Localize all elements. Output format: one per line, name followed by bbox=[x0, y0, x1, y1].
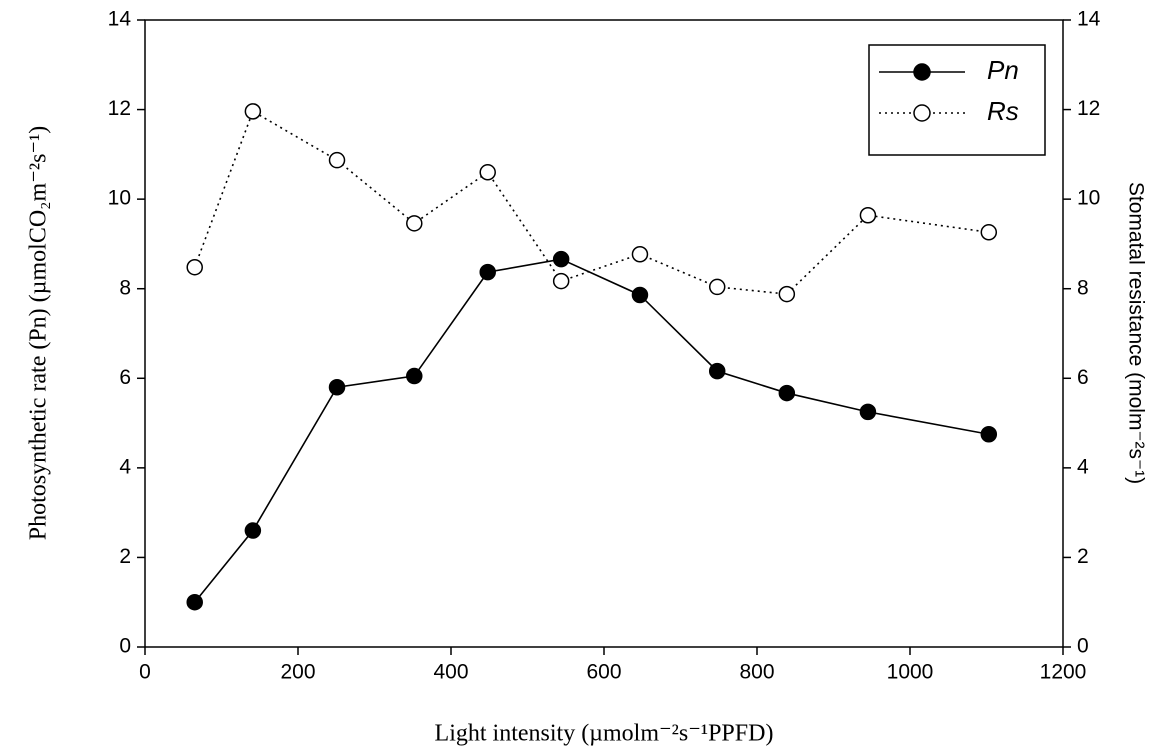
y2-axis-label: Stomatal resistance (molm⁻²s⁻¹) bbox=[1124, 182, 1147, 484]
y2-tick-label: 2 bbox=[1077, 545, 1089, 568]
legend-marker bbox=[913, 104, 931, 122]
data-point bbox=[186, 258, 203, 276]
data-point bbox=[980, 426, 998, 443]
legend-marker bbox=[913, 63, 931, 81]
x-tick-label: 800 bbox=[739, 661, 774, 684]
series-line bbox=[193, 110, 989, 295]
y-axis-label: Photosynthetic rate (Pn) (µmolCO₂m⁻²s⁻¹) bbox=[26, 126, 52, 541]
data-point bbox=[980, 224, 998, 241]
y-tick-label: 14 bbox=[108, 8, 132, 31]
legend-label: Rs bbox=[987, 96, 1019, 126]
y2-tick-label: 12 bbox=[1077, 97, 1100, 120]
x-tick-label: 400 bbox=[433, 661, 468, 684]
data-point bbox=[859, 403, 877, 421]
data-point bbox=[708, 278, 726, 296]
data-point bbox=[406, 367, 423, 385]
y2-tick-label: 10 bbox=[1077, 187, 1100, 210]
y-tick-label: 0 bbox=[119, 635, 131, 658]
x-tick-label: 200 bbox=[280, 661, 315, 684]
y-tick-label: 12 bbox=[108, 97, 131, 120]
data-point bbox=[186, 593, 203, 611]
y-tick-label: 8 bbox=[119, 276, 131, 299]
y2-tick-label: 8 bbox=[1077, 276, 1089, 299]
data-point bbox=[708, 362, 726, 380]
y-tick-label: 6 bbox=[119, 366, 131, 389]
y-tick-label: 4 bbox=[119, 455, 131, 478]
x-tick-label: 0 bbox=[139, 661, 151, 684]
y2-tick-label: 4 bbox=[1077, 455, 1089, 478]
data-point bbox=[859, 207, 877, 224]
data-point bbox=[552, 250, 570, 268]
x-tick-label: 1200 bbox=[1040, 661, 1087, 684]
y-tick-label: 10 bbox=[108, 187, 131, 210]
data-point bbox=[778, 384, 796, 402]
data-point bbox=[631, 286, 649, 304]
data-point bbox=[479, 164, 496, 181]
series-line bbox=[194, 258, 989, 603]
y-tick-label: 2 bbox=[119, 545, 131, 568]
data-point bbox=[244, 103, 262, 120]
legend-box bbox=[868, 44, 1046, 156]
x-axis-label: Light intensity (µmolm⁻²s⁻¹PPFD) bbox=[435, 721, 774, 747]
legend-label: Pn bbox=[987, 55, 1019, 85]
y2-tick-label: 6 bbox=[1077, 366, 1089, 389]
data-point bbox=[778, 285, 796, 303]
data-point bbox=[244, 522, 262, 539]
x-tick-label: 600 bbox=[586, 661, 621, 684]
y2-tick-label: 0 bbox=[1077, 635, 1089, 658]
x-tick-label: 1000 bbox=[887, 661, 934, 684]
data-point bbox=[552, 272, 570, 290]
data-point bbox=[328, 151, 346, 169]
data-point bbox=[406, 215, 423, 232]
data-point bbox=[328, 378, 346, 396]
data-point bbox=[631, 245, 649, 263]
y2-tick-label: 14 bbox=[1077, 8, 1101, 31]
data-point bbox=[479, 263, 496, 281]
